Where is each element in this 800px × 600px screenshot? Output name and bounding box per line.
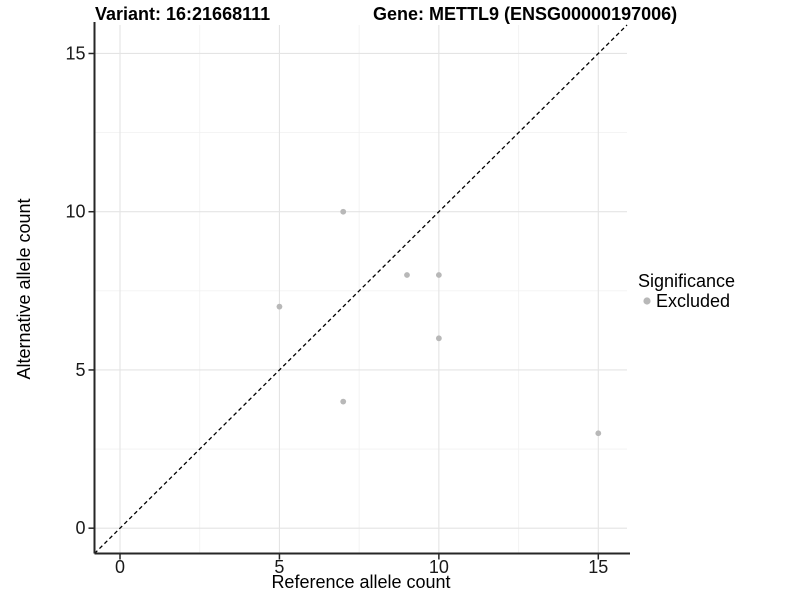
tick-labels: 0 5 10 15 0 5 10 15: [65, 43, 608, 577]
y-axis-title: Alternative allele count: [14, 198, 34, 379]
y-tick-label: 15: [65, 43, 85, 63]
legend-entry-excluded: Excluded: [656, 291, 730, 311]
gridlines-major: [94, 25, 627, 554]
legend-title: Significance: [638, 271, 735, 291]
plot-title-gene: Gene: METTL9 (ENSG00000197006): [373, 4, 677, 24]
x-tick-label: 15: [588, 557, 608, 577]
data-point: [435, 335, 442, 342]
plot-title-variant: Variant: 16:21668111: [95, 4, 270, 24]
data-point: [435, 272, 442, 278]
data-point: [276, 303, 283, 310]
x-tick-label: 0: [115, 557, 125, 577]
axis-lines: [93, 22, 630, 555]
legend-point-icon: [643, 297, 651, 305]
identity-line: [94, 24, 628, 554]
data-point: [340, 208, 347, 215]
legend: Significance Excluded: [638, 271, 735, 311]
y-tick-label: 0: [75, 518, 85, 538]
gridlines-minor: [94, 25, 627, 554]
data-point: [404, 272, 410, 278]
data-points: [276, 208, 602, 437]
x-tick-label: 5: [274, 557, 284, 577]
identity-dashed-line: [94, 24, 628, 554]
x-tick-label: 10: [429, 557, 449, 577]
y-tick-label: 5: [75, 360, 85, 380]
tick-marks: [88, 52, 600, 560]
data-point: [340, 398, 347, 405]
x-axis-title: Reference allele count: [271, 572, 450, 592]
data-point: [595, 430, 602, 437]
y-tick-label: 10: [65, 202, 85, 222]
